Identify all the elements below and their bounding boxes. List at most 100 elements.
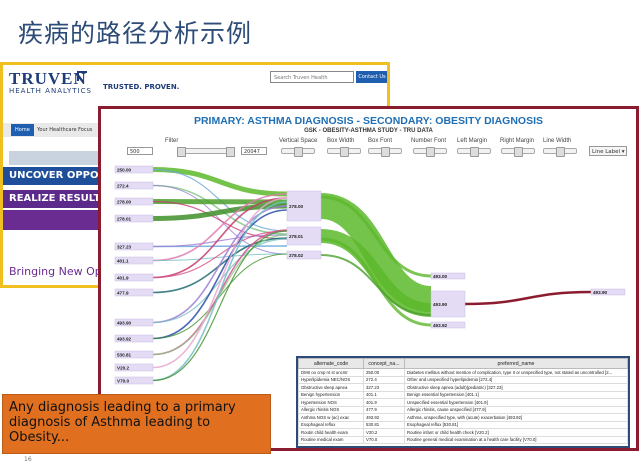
box-font-slider[interactable] [368,147,402,157]
alternate-code-cell: Hyperlipidemia NEC/NOS [298,375,364,384]
alternate-code-cell: Esophageal reflux [298,420,364,429]
bringing-text: Bringing New Oppo [9,265,116,278]
flow-link [152,253,288,339]
line-label-dropdown[interactable]: Line Label ▾ [589,146,627,156]
preferred-name-cell: Unspecified essential hypertension [401.… [404,398,628,407]
flow-link [152,234,288,248]
outcome-node [430,272,466,280]
flow-link [152,193,288,262]
table-row[interactable]: Hyperlipidemia NEC/NOS 272.4 Other and uns… [298,375,628,384]
flow-link [152,197,288,279]
preferred-name-cell: Asthma, unspecified type, with (acute) e… [404,413,628,422]
truven-tagline: TRUSTED. PROVEN. [103,83,180,91]
left-node-label: 493.92 [117,337,131,342]
right-margin-slider[interactable] [501,147,535,157]
logo-mark-icon [77,71,87,81]
left-node [114,350,154,359]
left-node-label: 272.4 [117,184,129,189]
code-lookup-table: alternate_code concept_na... preferred_n… [296,356,630,448]
control-label-right-margin: Right Margin [500,138,535,144]
preferred-name-cell: Other and unspecified hyperlipidemia [27… [404,375,628,384]
left-node [114,242,154,251]
flow-link [152,199,288,205]
concept-name-cell: V70.0 [363,435,405,444]
left-node [114,197,154,206]
concept-name-cell: 250.00 [363,368,405,377]
alternate-code-cell: DMII oo cmp nt st uncntr [298,368,364,377]
final-node-label: 493.90 [593,290,607,295]
alternate-code-cell: Hypertension NOS [298,398,364,407]
truven-logo-sub: HEALTH ANALYTICS [9,87,92,95]
column-header[interactable]: preferred_name [404,358,628,369]
flow-link [152,167,288,197]
flow-link [320,195,432,278]
table-row[interactable]: Obstructive sleep apnea 327.23 Obstructive… [298,383,628,392]
column-header[interactable]: alternate_code [298,358,364,369]
left-node [114,288,154,297]
nav-home-tab[interactable]: Home [11,124,34,136]
alternate-code-cell: Asthma NOS w (ac) exac [298,413,364,422]
middle-node-label: 278.02 [289,253,303,258]
table-row[interactable]: Esophageal reflux 530.81 Esophageal reflux… [298,420,628,429]
left-node [114,165,154,174]
line-width-slider[interactable] [543,147,577,157]
filter-max-input[interactable]: 20047 [241,147,267,155]
flow-link [319,193,433,312]
left-node-label: 401.9 [117,276,129,281]
table-row[interactable]: Allergic rhinitis NOS 477.9 Allergic rhini… [298,405,628,414]
left-node-label: 530.81 [117,353,131,358]
column-header[interactable]: concept_na... [363,358,405,369]
search-input[interactable]: Search Truven Health [270,71,354,83]
dropdown-value: Line Label [592,149,621,155]
table-row[interactable]: Asthma NOS w (ac) exac 493.92 Asthma, unsp… [298,413,628,422]
control-label-vertical-space: Vertical Space [279,138,318,144]
left-node [114,273,154,282]
left-node-label: 327.23 [117,245,131,250]
concept-name-cell: 272.4 [363,375,405,384]
flow-link [152,230,288,382]
banner-image [9,151,109,165]
table-row[interactable]: Routin child health exam V20.2 Routine inf… [298,428,628,437]
concept-name-cell: 477.9 [363,405,405,414]
page-number: 16 [24,456,32,463]
alternate-code-cell: Benign hypertension [298,390,364,399]
flow-link [320,237,432,327]
truven-logo: TRUVEN [9,69,87,88]
box-width-slider[interactable] [327,147,361,157]
outcome-node [430,290,466,318]
preferred-name-cell: Esophageal reflux [530.81] [404,420,628,429]
concept-name-cell: V20.2 [363,428,405,437]
middle-node [286,190,322,222]
left-node-label: 401.1 [117,259,129,264]
table-row[interactable]: Benign hypertension 401.1 Benign essential… [298,390,628,399]
preferred-name-cell: Routine infant or child health check [V2… [404,428,628,437]
preferred-name-cell: Obstructive sleep apnea (adult)(pediatri… [404,383,628,392]
left-node-label: V20.2 [117,366,129,371]
filter-min-input[interactable]: 500 [127,147,153,155]
flow-link [152,201,288,382]
left-node [114,376,154,385]
left-node [114,214,154,223]
table-row[interactable]: Routine medical exam V70.0 Routine general… [298,435,628,444]
contact-us-button[interactable]: Contact Us [356,71,387,83]
middle-node [286,226,322,246]
middle-node [286,250,322,260]
middle-node-label: 278.01 [289,234,303,239]
table-row[interactable]: Hypertension NOS 401.9 Unspecified essenti… [298,398,628,407]
flow-link [320,254,432,316]
filter-label: Filter [165,138,179,144]
left-node-label: 493.90 [117,321,131,326]
flow-link [152,197,288,369]
vertical-space-slider[interactable] [281,147,315,157]
filter-range-slider[interactable] [177,147,235,157]
viz-title: PRIMARY: ASTHMA DIAGNOSIS - SECONDARY: O… [193,115,544,127]
flow-link [320,229,432,317]
number-font-slider[interactable] [413,147,447,157]
left-margin-slider[interactable] [457,147,491,157]
middle-node-label: 278.00 [289,204,303,209]
flow-link [152,203,288,221]
table-row[interactable]: DMII oo cmp nt st uncntr 250.00 Diabetes m… [298,368,628,377]
concept-name-cell: 327.23 [363,383,405,392]
nav-healthcare-focus[interactable]: Your Healthcare Focus [37,127,93,133]
left-node-label: 477.9 [117,291,129,296]
